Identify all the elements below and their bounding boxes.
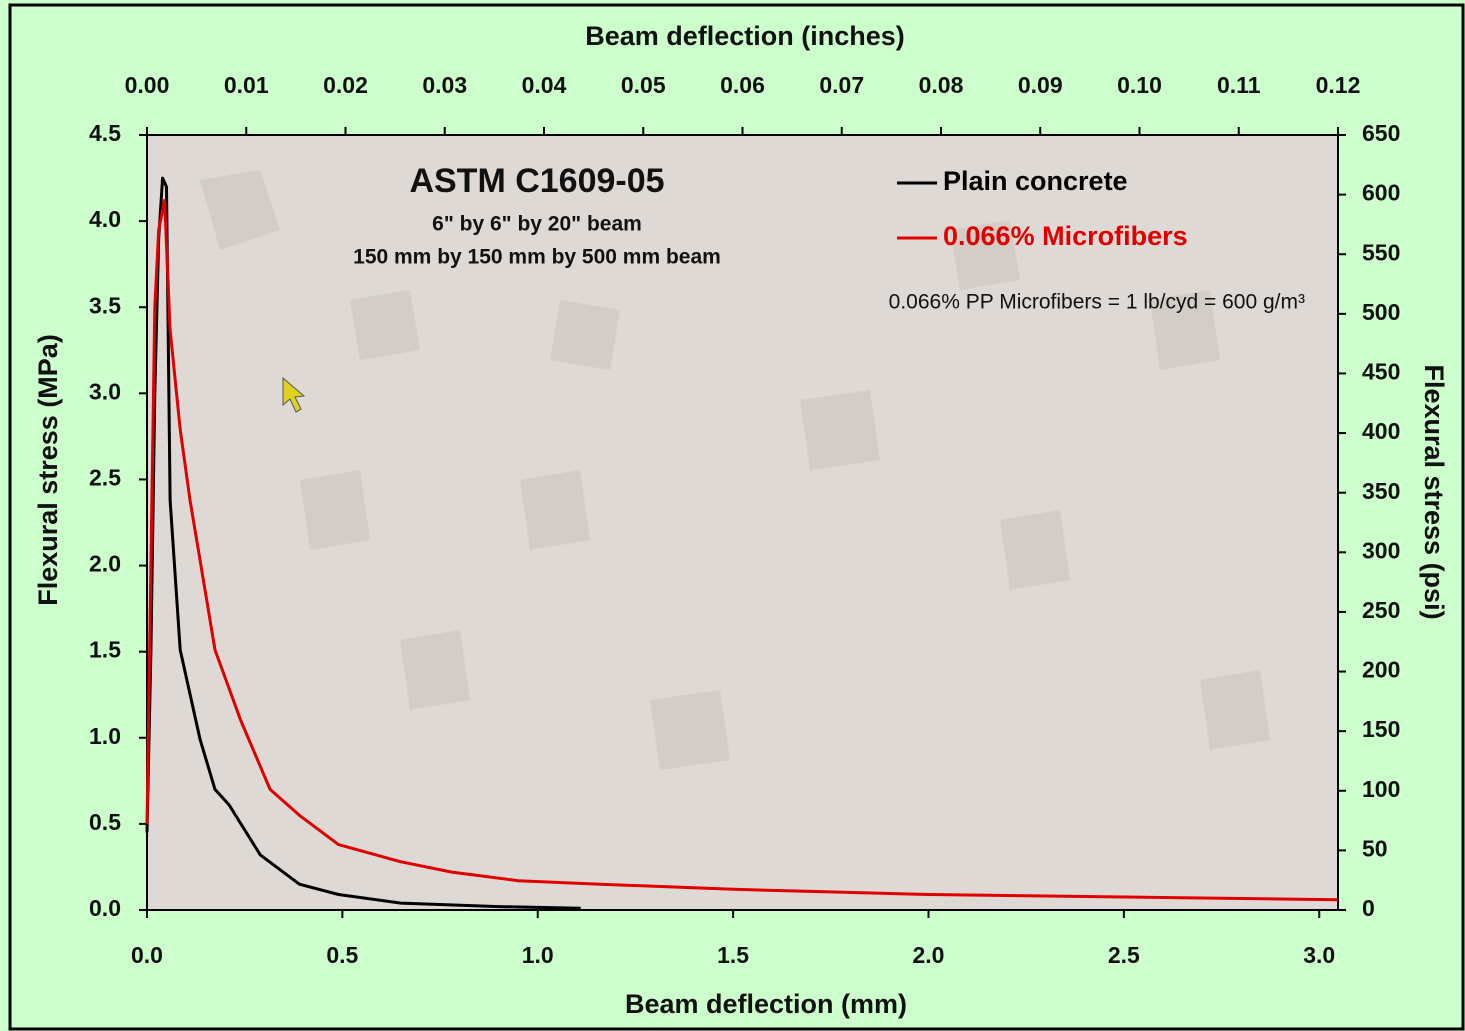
- y2-tick-label: 200: [1362, 657, 1400, 683]
- y2-tick-label: 550: [1362, 239, 1400, 265]
- x2-tick-label: 0.04: [522, 72, 567, 98]
- x-tick-label: 0.5: [326, 942, 358, 968]
- x2-axis-label: Beam deflection (inches): [585, 21, 905, 51]
- y2-tick-label: 50: [1362, 835, 1388, 861]
- x-tick-label: 1.0: [522, 942, 554, 968]
- y2-axis-label: Flexural stress (psi): [1419, 364, 1449, 619]
- y-tick-label: 3.5: [89, 292, 121, 318]
- x-tick-label: 2.0: [913, 942, 945, 968]
- legend-label: Plain concrete: [943, 166, 1128, 196]
- x-tick-label: 3.0: [1303, 942, 1335, 968]
- y-tick-label: 1.0: [89, 723, 121, 749]
- x2-tick-label: 0.11: [1217, 72, 1261, 98]
- y-tick-label: 2.0: [89, 551, 121, 577]
- annotation: 0.066% PP Microfibers = 1 lb/cyd = 600 g…: [889, 291, 1305, 314]
- series-line: [145, 176, 581, 910]
- x2-tick-label: 0.10: [1117, 72, 1162, 98]
- x-axis-label: Beam deflection (mm): [625, 989, 907, 1019]
- cursor: [282, 376, 306, 413]
- x2-tick-label: 0.07: [819, 72, 864, 98]
- texture: [200, 170, 1270, 770]
- y-axis-label: Flexural stress (MPa): [33, 334, 63, 606]
- x2-tick-label: 0.08: [919, 72, 964, 98]
- chart-title: ASTM C1609-05: [409, 162, 664, 200]
- y2-tick-label: 400: [1362, 418, 1400, 444]
- x2-tick-label: 0.05: [621, 72, 666, 98]
- y2-tick-label: 0: [1362, 895, 1375, 921]
- y2-tick-label: 500: [1362, 299, 1400, 325]
- y2-tick-label: 150: [1362, 716, 1400, 742]
- y2-tick-label: 600: [1362, 180, 1400, 206]
- y2-tick-label: 450: [1362, 359, 1400, 385]
- y-tick-label: 1.5: [89, 637, 121, 663]
- y2-tick-label: 300: [1362, 537, 1400, 563]
- y-tick-label: 0.0: [89, 895, 121, 921]
- y2-tick-label: 350: [1362, 478, 1400, 504]
- x2-tick-label: 0.01: [224, 72, 269, 98]
- y-tick-label: 0.5: [89, 809, 121, 835]
- x2-tick-label: 0.02: [323, 72, 368, 98]
- x-tick-label: 2.5: [1108, 942, 1140, 968]
- x2-tick-label: 0.12: [1316, 72, 1361, 98]
- x2-tick-label: 0.06: [720, 72, 765, 98]
- x2-tick-label: 0.03: [422, 72, 467, 98]
- y-tick-label: 2.5: [89, 465, 121, 491]
- y2-tick-label: 650: [1362, 120, 1400, 146]
- x-tick-label: 1.5: [717, 942, 749, 968]
- subtitle: 6" by 6" by 20" beam: [432, 213, 642, 236]
- legend-label: 0.066% Microfibers: [943, 221, 1188, 251]
- x2-tick-label: 0.00: [125, 72, 170, 98]
- y-tick-label: 3.0: [89, 378, 121, 404]
- series-line: [145, 198, 1339, 902]
- y-tick-label: 4.5: [89, 120, 121, 146]
- x-tick-label: 0.0: [131, 942, 163, 968]
- y-tick-label: 4.0: [89, 206, 121, 232]
- y2-tick-label: 250: [1362, 597, 1400, 623]
- subtitle: 150 mm by 150 mm by 500 mm beam: [353, 246, 721, 269]
- y2-tick-label: 100: [1362, 776, 1400, 802]
- x2-tick-label: 0.09: [1018, 72, 1063, 98]
